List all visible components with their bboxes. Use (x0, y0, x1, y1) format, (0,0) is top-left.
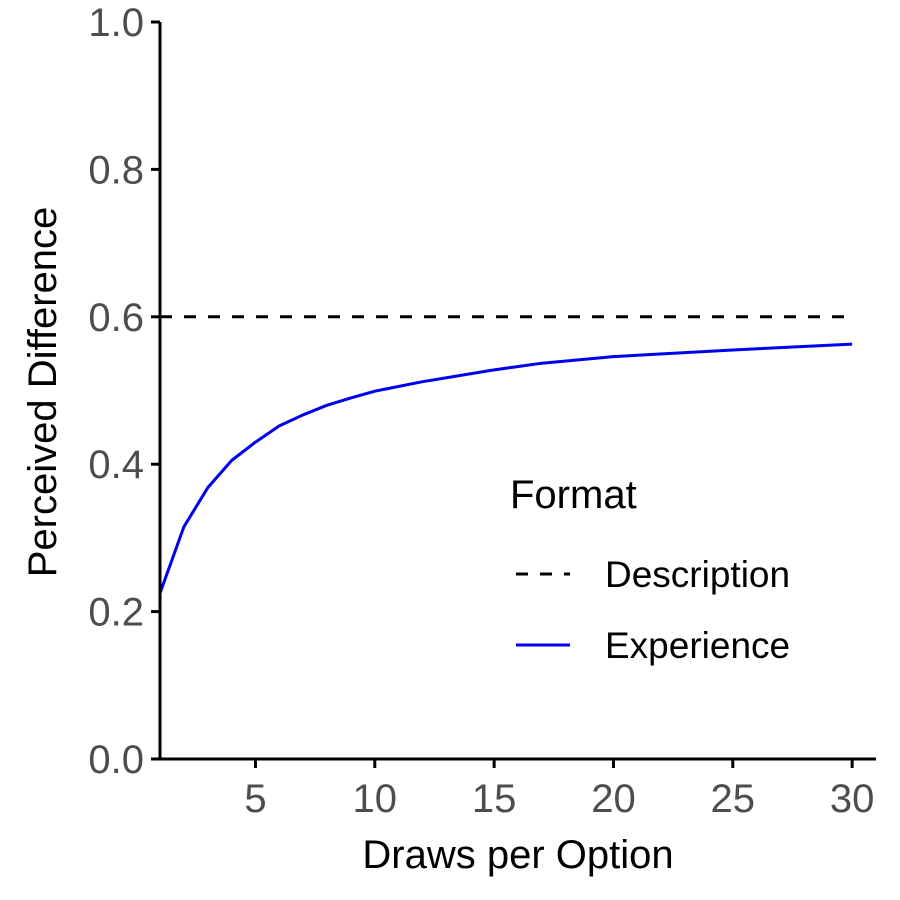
series-layer (158, 315, 853, 594)
x-tick-label: 5 (244, 777, 266, 821)
x-tick-label: 25 (711, 777, 756, 821)
x-tick-label: 10 (353, 777, 398, 821)
ticks-layer: 0.0 0.2 0.4 0.6 0.8 1.0 5 10 15 20 25 30 (88, 1, 874, 821)
series-line-experience (158, 342, 853, 594)
y-tick-label: 0.8 (88, 148, 144, 192)
y-axis-title: Perceived Difference (21, 207, 65, 578)
legend-label-description: Description (605, 554, 790, 595)
x-axis-title: Draws per Option (362, 833, 673, 877)
y-tick-label: 1.0 (88, 1, 144, 45)
legend-label-experience: Experience (605, 625, 790, 666)
y-tick-label: 0.4 (88, 443, 144, 487)
x-tick-label: 15 (472, 777, 517, 821)
y-tick-label: 0.0 (88, 738, 144, 782)
x-tick-label: 30 (830, 777, 875, 821)
legend: Format Description Experience (510, 473, 790, 666)
y-tick-label: 0.2 (88, 591, 144, 635)
x-tick-label: 20 (591, 777, 636, 821)
y-tick-label: 0.6 (88, 296, 144, 340)
legend-title: Format (510, 473, 637, 517)
